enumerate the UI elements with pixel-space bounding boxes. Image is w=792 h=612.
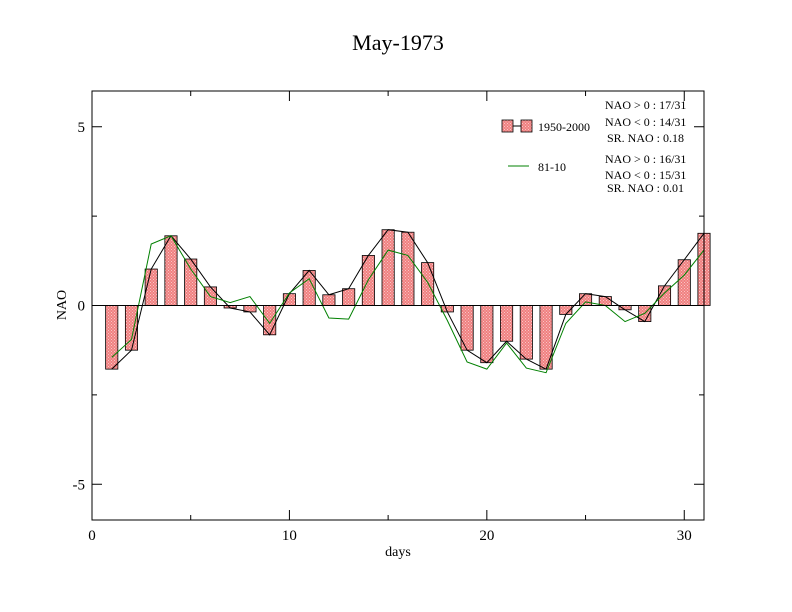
x-axis-label: days bbox=[385, 545, 411, 560]
x-tick-label: 20 bbox=[479, 528, 494, 544]
legend-1950-2000-swatch-b bbox=[520, 119, 533, 133]
bar-day-19 bbox=[460, 305, 474, 351]
x-tick-label: 10 bbox=[282, 528, 297, 544]
bar-day-20 bbox=[480, 305, 494, 364]
chart-title: May-1973 bbox=[352, 30, 444, 55]
bar-day-30 bbox=[677, 259, 691, 306]
stats-1-line-2: SR. NAO : 0.01 bbox=[607, 181, 684, 195]
legend-81-10-label: 81-10 bbox=[538, 160, 566, 174]
stats-0-line-1: NAO < 0 : 14/31 bbox=[605, 115, 686, 129]
stats-1-line-0: NAO > 0 : 16/31 bbox=[605, 152, 686, 166]
bar-day-23 bbox=[539, 305, 553, 370]
bar-day-17 bbox=[421, 262, 435, 306]
legend-1950-2000-swatch-a bbox=[501, 119, 514, 133]
stats-0-line-0: NAO > 0 : 17/31 bbox=[605, 98, 686, 112]
legend-1950-2000-label: 1950-2000 bbox=[538, 120, 590, 134]
bar-day-5 bbox=[184, 258, 198, 306]
bar-day-15 bbox=[381, 229, 395, 306]
series-1950-2000-line bbox=[111, 229, 705, 370]
y-tick-label: 0 bbox=[78, 299, 86, 315]
bar-day-26 bbox=[598, 296, 612, 306]
bar-day-22 bbox=[519, 305, 533, 360]
bar-day-16 bbox=[401, 231, 415, 306]
bar-day-1 bbox=[105, 305, 119, 370]
x-tick-label: 30 bbox=[677, 528, 692, 544]
stats-0-line-2: SR. NAO : 0.18 bbox=[607, 131, 684, 145]
y-tick-label: -5 bbox=[73, 477, 86, 493]
bar-day-27 bbox=[618, 305, 632, 311]
bar-day-12 bbox=[322, 294, 336, 306]
stats-1-line-1: NAO < 0 : 15/31 bbox=[605, 168, 686, 182]
bar-day-13 bbox=[342, 288, 356, 306]
y-tick-label: 5 bbox=[78, 120, 86, 136]
bar-day-21 bbox=[500, 305, 514, 342]
bar-day-25 bbox=[579, 293, 593, 306]
bar-day-4 bbox=[164, 235, 178, 306]
y-axis-label: NAO bbox=[55, 290, 70, 320]
x-tick-label: 0 bbox=[88, 528, 96, 544]
